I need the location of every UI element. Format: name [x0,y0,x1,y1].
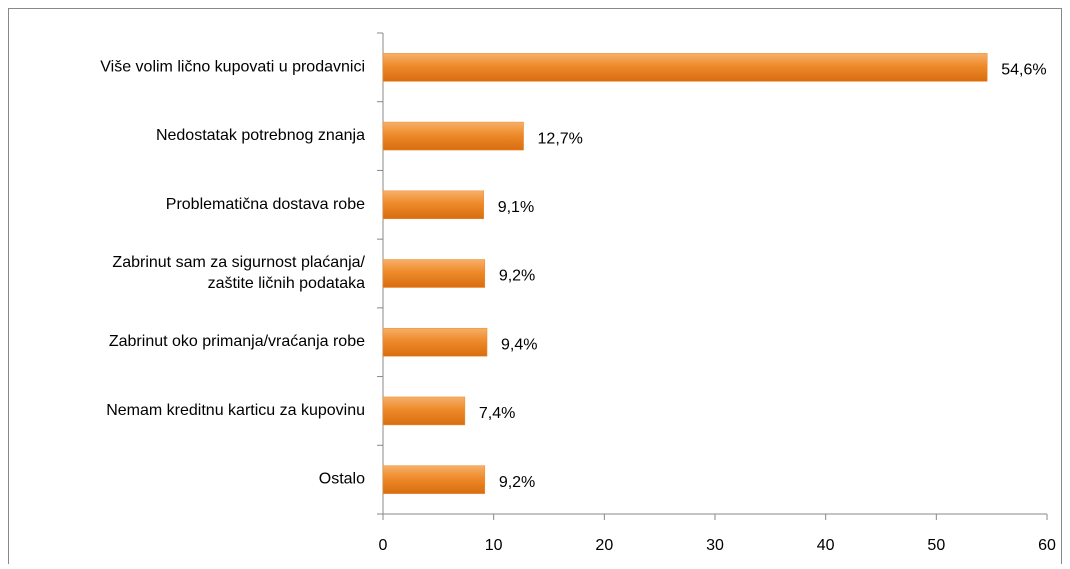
data-label: 12,7% [538,130,583,147]
y-tick-label: Više volim lično kupovati u prodavnici [100,59,365,76]
x-tick-label: 40 [817,537,835,554]
y-tick-label: Nemam kreditnu karticu za kupovinu [106,402,365,419]
data-label: 7,4% [479,405,515,422]
bar [382,259,486,288]
bar [382,53,988,82]
bar [382,121,524,151]
data-label: 9,2% [499,474,535,491]
x-tick-label: 50 [927,537,945,554]
y-tick-label: Zabrinut sam za sigurnost plaćanja/zašti… [112,254,365,292]
x-tick-label: 0 [379,537,388,554]
x-tick-label: 60 [1038,537,1056,554]
data-label: 9,4% [501,336,537,353]
x-tick-label: 20 [595,537,613,554]
y-tick-label: Zabrinut oko primanja/vraćanja robe [109,333,365,350]
x-tick-label: 10 [485,537,503,554]
y-tick-label: Nedostatak potrebnog znanja [156,127,365,144]
bar [382,327,488,357]
bar [382,190,484,220]
data-label: 9,1% [498,199,534,216]
y-tick-label: Problematična dostava robe [166,196,365,213]
bar [382,465,486,494]
y-tick-label: Ostalo [319,471,365,488]
data-label: 54,6% [1001,62,1046,79]
bar [382,396,466,426]
x-tick-label: 30 [706,537,724,554]
data-label: 9,2% [499,268,535,285]
